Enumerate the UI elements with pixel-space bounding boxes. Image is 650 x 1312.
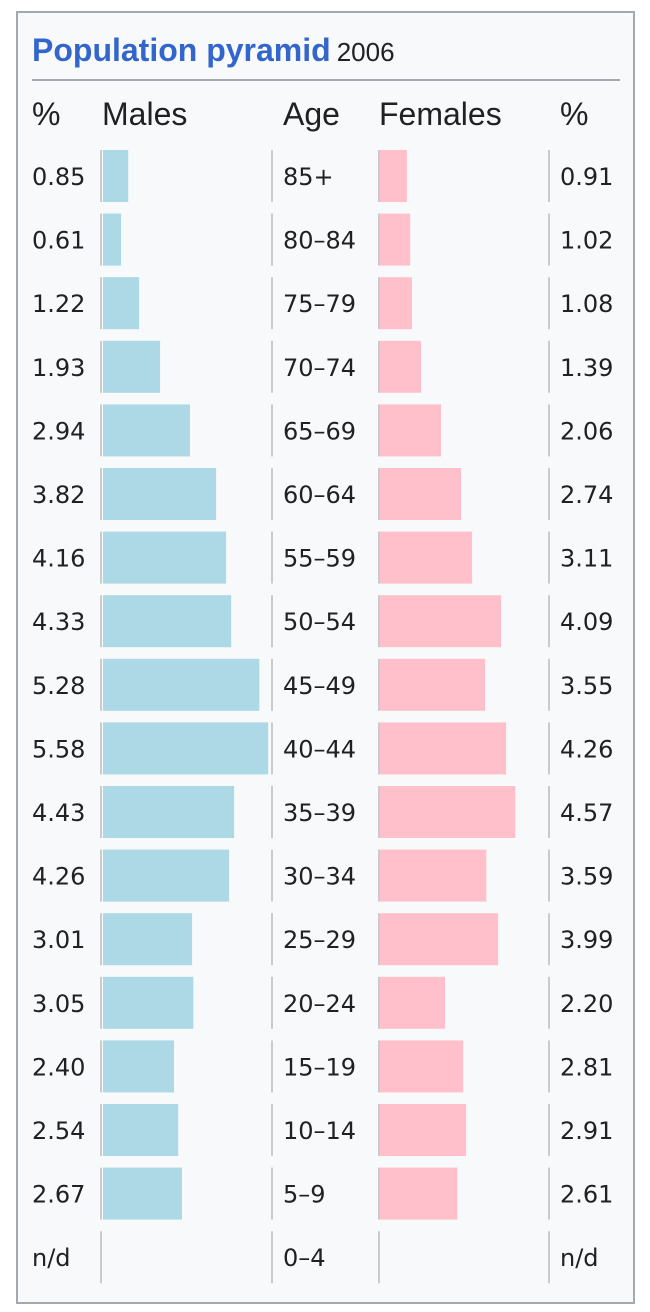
female-percent-label: n/d — [560, 1244, 599, 1272]
male-percent-label: 1.22 — [32, 290, 85, 318]
male-percent-label: 2.40 — [32, 1053, 85, 1081]
male-bar — [103, 976, 194, 1029]
age-group-label: 15–19 — [283, 1053, 356, 1081]
female-percent-label: 2.20 — [560, 990, 613, 1018]
female-bar — [380, 658, 486, 711]
male-percent-label: 5.58 — [32, 735, 85, 763]
male-bar — [103, 468, 217, 520]
female-percent-label: 2.06 — [560, 417, 613, 445]
male-percent-label: 4.16 — [32, 545, 85, 573]
male-percent-label: 3.82 — [32, 481, 85, 509]
age-group-label: 20–24 — [283, 990, 356, 1018]
male-percent-label: 4.43 — [32, 799, 85, 827]
female-bar — [380, 722, 507, 775]
female-bar — [380, 468, 462, 520]
female-bar — [380, 404, 441, 457]
title-year: 2006 — [336, 37, 395, 67]
male-bar — [103, 722, 269, 775]
age-group-label: 35–39 — [283, 799, 356, 827]
age-group-label: 10–14 — [283, 1117, 356, 1145]
male-bar — [103, 150, 129, 202]
header-percent-male: % — [32, 96, 61, 132]
age-group-label: 0–4 — [283, 1244, 326, 1272]
female-bar — [380, 277, 412, 330]
male-percent-label: 3.01 — [32, 926, 85, 954]
male-bar — [103, 404, 190, 457]
male-percent-label: 2.94 — [32, 417, 85, 445]
female-percent-label: 4.57 — [560, 799, 613, 827]
male-percent-label: 0.85 — [32, 163, 85, 191]
age-group-label: 75–79 — [283, 290, 356, 318]
female-percent-label: 2.74 — [560, 481, 613, 509]
female-bar — [380, 531, 473, 584]
title-text[interactable]: Population pyramid — [32, 32, 331, 68]
male-bar — [103, 849, 230, 902]
age-group-label: 30–34 — [283, 863, 356, 891]
chart-title: Population pyramid 2006 — [32, 28, 395, 72]
female-percent-label: 1.02 — [560, 227, 613, 255]
age-group-label: 55–59 — [283, 545, 356, 573]
female-bar — [380, 1104, 467, 1156]
header-males: Males — [102, 96, 188, 132]
male-bar — [103, 277, 140, 330]
female-percent-label: 3.59 — [560, 863, 613, 891]
female-bar — [380, 849, 487, 902]
age-group-label: 60–64 — [283, 481, 356, 509]
male-percent-label: 0.61 — [32, 227, 85, 255]
male-percent-label: 2.54 — [32, 1117, 85, 1145]
female-percent-label: 3.11 — [560, 545, 613, 573]
male-percent-label: 5.28 — [32, 672, 85, 700]
male-percent-label: 4.26 — [32, 863, 85, 891]
female-percent-label: 3.99 — [560, 926, 613, 954]
age-group-label: 5–9 — [283, 1181, 326, 1209]
female-bar — [380, 786, 516, 838]
female-bar — [380, 976, 446, 1029]
female-bar — [380, 213, 411, 266]
male-percent-label: 4.33 — [32, 608, 85, 636]
male-bar — [103, 913, 193, 966]
header-females: Females — [379, 96, 502, 132]
age-group-label: 80–84 — [283, 227, 356, 255]
header-age: Age — [283, 96, 340, 132]
male-percent-label: 3.05 — [32, 990, 85, 1018]
male-bar — [103, 595, 232, 648]
male-percent-label: n/d — [32, 1244, 71, 1272]
male-bar — [103, 340, 161, 393]
age-group-label: 25–29 — [283, 926, 356, 954]
title-divider — [32, 79, 620, 81]
female-percent-label: 2.61 — [560, 1181, 613, 1209]
age-group-label: 70–74 — [283, 354, 356, 382]
female-percent-label: 4.09 — [560, 608, 613, 636]
male-percent-label: 1.93 — [32, 354, 85, 382]
male-bar — [103, 213, 122, 266]
male-bar — [103, 786, 235, 838]
female-percent-label: 4.26 — [560, 735, 613, 763]
female-bar — [380, 1167, 458, 1220]
female-bar — [380, 340, 422, 393]
age-group-label: 85+ — [283, 163, 334, 191]
header-percent-female: % — [560, 96, 589, 132]
female-percent-label: 1.39 — [560, 354, 613, 382]
female-percent-label: 3.55 — [560, 672, 613, 700]
female-bar — [380, 913, 499, 966]
female-percent-label: 0.91 — [560, 163, 613, 191]
male-bar — [103, 1167, 182, 1220]
male-bar — [103, 531, 227, 584]
age-group-label: 65–69 — [283, 417, 356, 445]
female-bar — [380, 1040, 464, 1093]
age-group-label: 40–44 — [283, 735, 356, 763]
male-bar — [103, 658, 260, 711]
male-bar — [103, 1040, 174, 1093]
male-percent-label: 2.67 — [32, 1181, 85, 1209]
age-group-label: 50–54 — [283, 608, 356, 636]
female-percent-label: 1.08 — [560, 290, 613, 318]
age-group-label: 45–49 — [283, 672, 356, 700]
female-bar — [380, 595, 502, 648]
female-percent-label: 2.81 — [560, 1053, 613, 1081]
female-bar — [380, 150, 407, 202]
female-percent-label: 2.91 — [560, 1117, 613, 1145]
male-bar — [103, 1104, 179, 1156]
